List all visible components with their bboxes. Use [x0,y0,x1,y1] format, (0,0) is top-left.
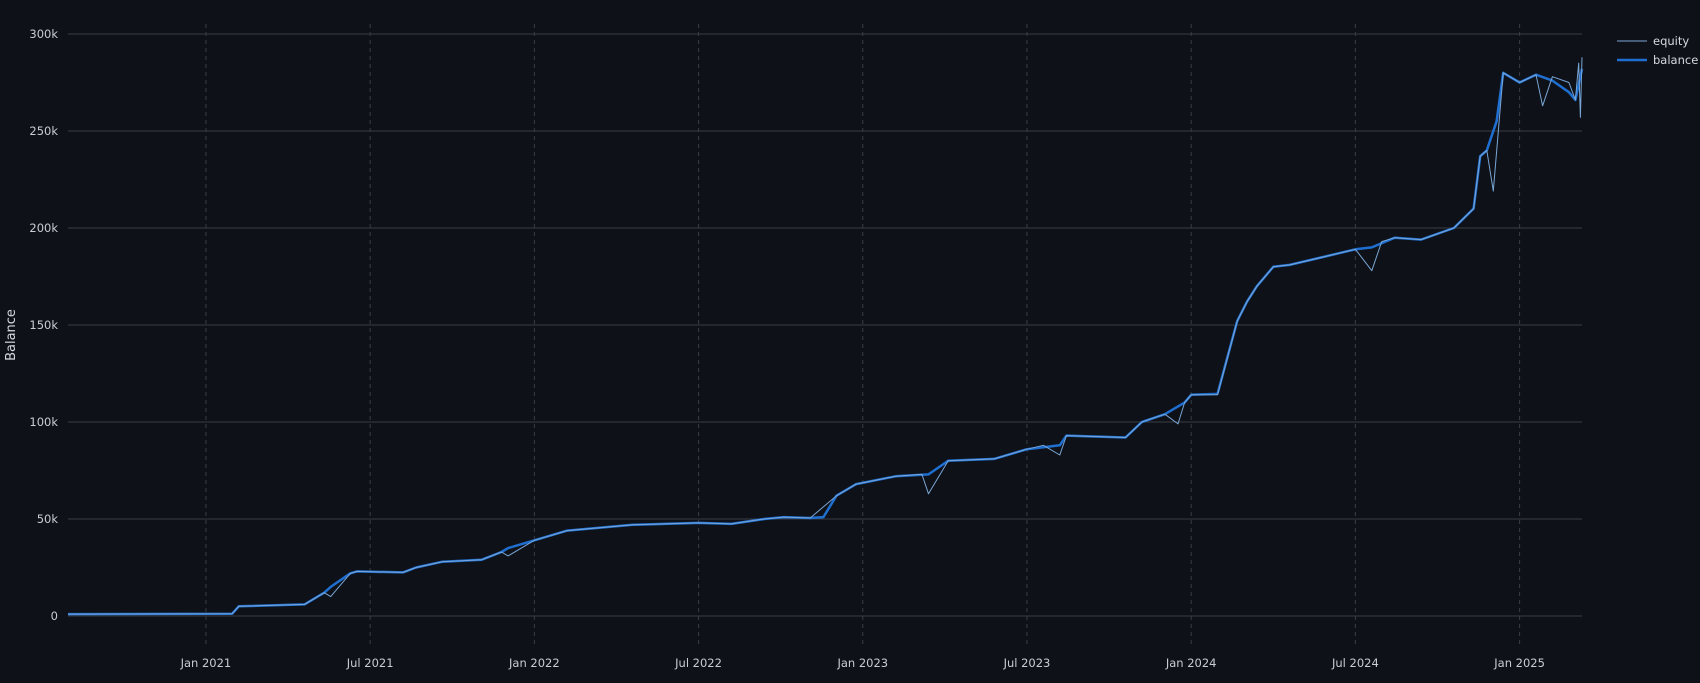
x-tick-label: Jan 2022 [508,656,560,670]
x-tick-label: Jan 2021 [180,656,232,670]
y-gridlines [68,33,1582,617]
legend-item-equity[interactable]: equity [1617,34,1689,48]
x-tick-label: Jul 2021 [346,656,394,670]
legend-label-equity: equity [1653,34,1689,48]
y-axis-ticks: 0 50k 100k 150k 200k 250k 300k [29,27,58,623]
y-tick-label: 300k [29,27,58,41]
equity-series-line [67,57,1583,615]
x-tick-label: Jul 2022 [674,656,722,670]
x-tick-label: Jul 2024 [1331,656,1379,670]
y-axis-title: Balance [4,309,19,361]
x-tick-label: Jan 2023 [836,656,888,670]
legend-item-balance[interactable]: balance [1617,53,1698,67]
x-gridlines [205,24,1521,648]
x-axis-ticks: Jan 2021 Jul 2021 Jan 2022 Jul 2022 Jan 2023… [180,656,1545,670]
y-tick-label: 200k [29,221,58,235]
x-tick-label: Jan 2025 [1493,656,1545,670]
y-tick-label: 250k [29,124,58,138]
x-tick-label: Jan 2024 [1165,656,1217,670]
y-tick-label: 0 [51,609,58,623]
plot-area [67,57,1584,616]
x-tick-label: Jul 2023 [1003,656,1051,670]
y-tick-label: 100k [29,415,58,429]
y-tick-label: 150k [29,318,58,332]
legend[interactable]: equity balance [1617,34,1698,67]
legend-label-balance: balance [1653,53,1698,67]
y-tick-label: 50k [37,512,59,526]
